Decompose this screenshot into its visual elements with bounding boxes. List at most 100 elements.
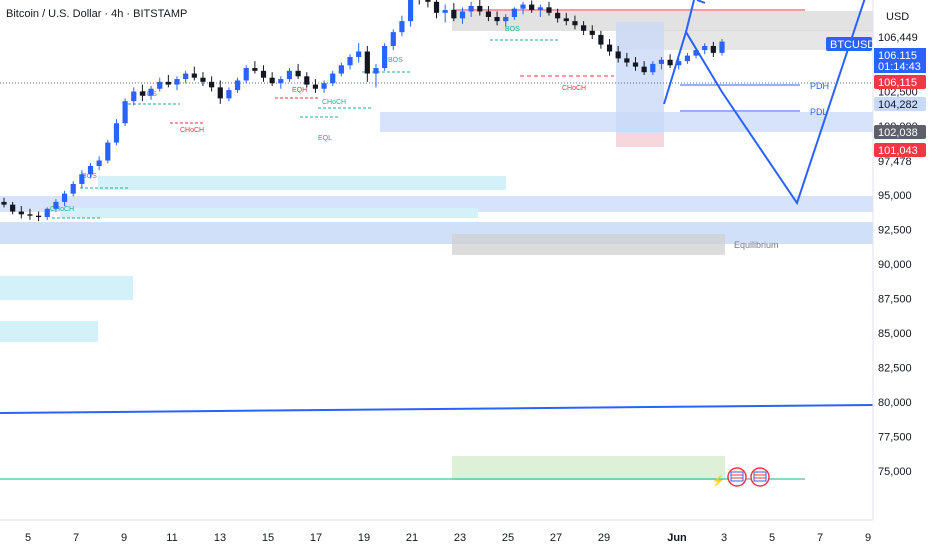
candle-down <box>209 81 215 88</box>
candle-up <box>105 142 111 161</box>
candle-up <box>131 91 137 102</box>
candle-down <box>260 70 267 78</box>
top-supply-zone-2 <box>616 30 873 50</box>
candle-down <box>546 7 552 13</box>
candle-up <box>537 7 543 11</box>
candle-up <box>658 59 665 64</box>
candle-down <box>27 214 33 216</box>
price-badge-label: 104,282 <box>878 99 918 111</box>
candle-up <box>347 56 353 66</box>
candle-down <box>312 84 319 89</box>
candle-down <box>632 62 639 67</box>
price-badge-bg <box>874 75 926 89</box>
candle-down <box>425 0 431 2</box>
currency-label[interactable]: USD <box>886 11 909 23</box>
price-tick-label: 97,478 <box>878 156 912 168</box>
candle-down <box>252 68 258 71</box>
price-badge-label: 102,038 <box>878 127 918 139</box>
time-tick-label: 13 <box>214 532 226 544</box>
choch-label-4: CHoCH <box>562 85 586 92</box>
candle-up <box>61 193 68 202</box>
candle-down <box>200 77 206 82</box>
price-badge-bg <box>874 48 926 62</box>
candle-up <box>382 45 388 69</box>
pdh-label: PDH <box>810 81 829 91</box>
eql-label: EQL <box>318 135 332 142</box>
time-tick-label: 15 <box>262 532 274 544</box>
trendline[interactable] <box>0 404 874 414</box>
candle-down <box>555 12 561 19</box>
bos-label-3: BOS <box>388 57 403 64</box>
candle-up <box>79 174 85 184</box>
candles <box>1 0 725 222</box>
candle-up <box>442 10 448 13</box>
candle-down <box>304 76 310 85</box>
candle-up <box>719 41 725 53</box>
candle-up <box>390 32 396 46</box>
candle-up <box>174 79 180 85</box>
candle-down <box>18 211 24 215</box>
equilibrium-zone <box>452 234 725 255</box>
candle-up <box>113 123 120 143</box>
time-tick-label: 9 <box>865 532 871 544</box>
candle-up <box>407 0 414 22</box>
time-tick-label: 7 <box>73 532 79 544</box>
price-badge-bg <box>874 143 926 157</box>
projection-path[interactable] <box>663 0 866 206</box>
time-tick-label: 25 <box>502 532 514 544</box>
price-tick-label: 82,500 <box>878 362 912 374</box>
time-tick-label: 27 <box>550 532 562 544</box>
eqh-label: EQH <box>292 87 307 94</box>
candle-up <box>338 65 344 74</box>
price-tick-label: 95,000 <box>878 190 912 202</box>
candle-up <box>503 16 509 22</box>
candle-up <box>183 73 189 80</box>
candle-down <box>494 16 500 22</box>
time-tick-label: 3 <box>721 532 727 544</box>
price-badge-label: 101,043 <box>878 145 918 157</box>
price-tick-label: 80,000 <box>878 397 912 409</box>
fvg-zone-1 <box>98 176 506 190</box>
candle-up <box>87 166 94 175</box>
candle-down <box>667 59 673 66</box>
candle-up <box>684 55 690 62</box>
candle-down <box>191 73 197 78</box>
time-tick-label: 21 <box>406 532 418 544</box>
candle-up <box>96 160 102 167</box>
candle-up <box>650 63 656 73</box>
candle-down <box>433 1 440 13</box>
short-stop-box <box>616 134 664 147</box>
events: ⚡ <box>712 467 770 487</box>
choch-label-1: CHoCH <box>50 206 74 213</box>
price-badge-bg <box>826 37 872 51</box>
price-badge-label: 01:14:43 <box>878 61 921 73</box>
chart-title: Bitcoin / U.S. Dollar · 4h · BITSTAMP <box>6 8 187 20</box>
candle-down <box>598 34 604 45</box>
candle-up <box>676 61 682 66</box>
candle-down <box>139 91 146 96</box>
price-tick-label: 75,000 <box>878 466 912 478</box>
time-tick-label: 9 <box>121 532 127 544</box>
candle-up <box>122 101 128 124</box>
candle-up <box>148 88 154 96</box>
price-tick-label: 92,500 <box>878 224 912 236</box>
candle-down <box>165 81 171 85</box>
candle-down <box>451 10 457 19</box>
candle-down <box>572 21 578 26</box>
candle-down <box>710 45 716 53</box>
candle-up <box>356 51 362 57</box>
time-axis[interactable]: 5 7 9 11 13 15 17 19 21 23 25 27 29 Jun 3 5 7 9 <box>25 532 871 544</box>
time-tick-label: 7 <box>817 532 823 544</box>
candle-down <box>10 204 16 212</box>
candle-up <box>243 68 249 81</box>
time-tick-label: 17 <box>310 532 322 544</box>
equilibrium-label: Equilibrium <box>734 240 779 250</box>
candle-down <box>217 87 223 99</box>
candle-down <box>364 51 370 74</box>
lightning-icon: ⚡ <box>712 474 724 487</box>
fvg-zone-2 <box>60 208 478 218</box>
candle-up <box>157 81 163 89</box>
price-badge-bg <box>874 125 926 139</box>
time-tick-label: 19 <box>358 532 370 544</box>
